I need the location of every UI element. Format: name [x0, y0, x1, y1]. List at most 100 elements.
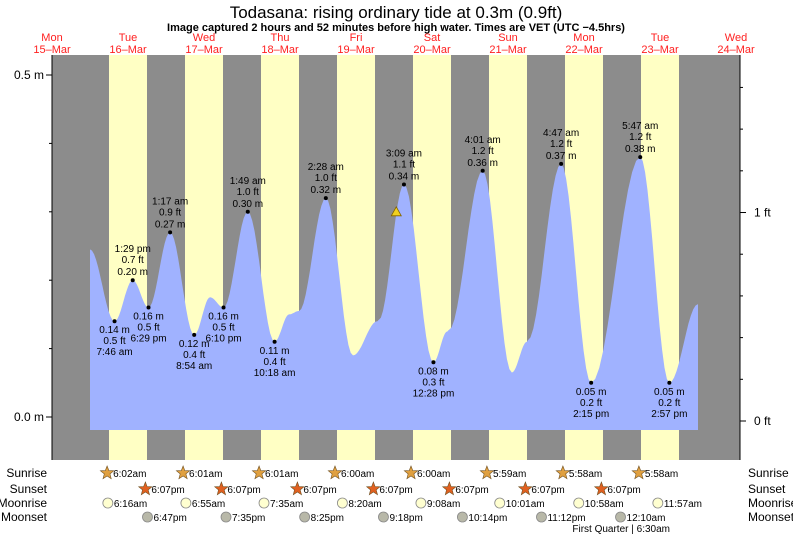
low-m-label: 0.05 m	[654, 387, 685, 398]
moonrise-time: 10:01am	[506, 499, 545, 510]
low-ft-label: 0.5 ft	[137, 323, 159, 334]
sunset-time: 6:07pm	[379, 485, 412, 496]
low-water-point	[272, 339, 277, 344]
low-water-point	[192, 332, 197, 337]
moonrise-icon	[415, 497, 427, 509]
low-time-label: 2:57 pm	[651, 409, 687, 420]
moonset-icon	[299, 511, 311, 523]
low-ft-label: 0.4 ft	[263, 357, 285, 368]
sunrise-icon	[175, 465, 191, 480]
low-m-label: 0.05 m	[576, 387, 607, 398]
high-ft-label: 0.9 ft	[159, 207, 181, 218]
day-label: Thu	[271, 32, 290, 44]
sunset-icon	[441, 481, 457, 496]
sunset-time: 6:07pm	[531, 485, 564, 496]
low-time-label: 10:18 am	[254, 368, 296, 379]
low-m-label: 0.14 m	[99, 325, 130, 336]
date-label: 15–Mar	[33, 44, 71, 56]
sunrise-time: 5:58am	[645, 469, 678, 480]
high-water-point	[401, 182, 406, 187]
chart-title: Todasana: rising ordinary tide at 0.3m (…	[230, 3, 563, 22]
sunset-icon	[213, 481, 229, 496]
high-ft-label: 1.2 ft	[472, 146, 494, 157]
sunset-icon	[593, 481, 609, 496]
sunrise-icon	[555, 465, 571, 480]
sunrise-time: 6:00am	[341, 469, 374, 480]
moonrise-row-label: Moonrise	[0, 496, 47, 510]
low-water-point	[112, 319, 117, 324]
moonrise-time: 6:16am	[114, 499, 147, 510]
low-m-label: 0.11 m	[260, 346, 290, 357]
moonset-time: 10:14pm	[468, 513, 507, 524]
moonrise-time: 10:58am	[585, 499, 624, 510]
date-label: 19–Mar	[337, 44, 375, 56]
day-label: Wed	[193, 32, 215, 44]
high-m-label: 0.20 m	[117, 267, 148, 278]
sunrise-time: 6:02am	[113, 469, 146, 480]
date-label: 24–Mar	[717, 44, 755, 56]
moonset-time: 7:35pm	[232, 513, 265, 524]
moonset-icon	[378, 511, 389, 523]
high-water-point	[638, 155, 643, 160]
day-label: Sun	[498, 32, 518, 44]
high-m-label: 0.27 m	[155, 219, 186, 230]
moonset-icon	[536, 511, 547, 523]
low-m-label: 0.16 m	[208, 312, 239, 323]
date-label: 23–Mar	[641, 44, 679, 56]
high-ft-label: 0.7 ft	[122, 255, 144, 266]
moonrise-icon	[102, 497, 114, 509]
sunrise-time: 6:01am	[265, 469, 298, 480]
high-m-label: 0.32 m	[311, 185, 342, 196]
date-label: 18–Mar	[261, 44, 299, 56]
high-ft-label: 1.2 ft	[629, 132, 651, 143]
low-ft-label: 0.3 ft	[422, 377, 444, 388]
high-ft-label: 1.1 ft	[393, 159, 415, 170]
high-ft-label: 1.0 ft	[315, 173, 337, 184]
sunset-icon	[289, 481, 305, 496]
current-tide-marker	[390, 205, 402, 217]
low-time-label: 6:29 pm	[130, 334, 166, 345]
low-ft-label: 0.2 ft	[580, 398, 602, 409]
sunrise-icon	[327, 465, 343, 480]
low-time-label: 2:15 pm	[573, 409, 609, 420]
moonset-icon	[457, 511, 468, 523]
sunset-row-label: Sunset	[10, 482, 48, 496]
sunrise-icon	[479, 465, 495, 480]
moonset-icon	[220, 511, 232, 523]
day-label: Mon	[41, 32, 62, 44]
high-ft-label: 1.0 ft	[237, 187, 259, 198]
high-water-point	[323, 196, 328, 201]
sunrise-icon	[631, 465, 647, 480]
low-ft-label: 0.5 ft	[103, 336, 125, 347]
sunrise-icon	[99, 465, 115, 480]
y-tick-label: 0.0 m	[14, 410, 44, 424]
sunset-row-label-right: Sunset	[748, 482, 786, 496]
sunrise-row-label: Sunrise	[6, 466, 47, 480]
low-time-label: 6:10 pm	[205, 334, 241, 345]
date-label: 20–Mar	[413, 44, 451, 56]
moonrise-icon	[494, 497, 506, 509]
high-water-point	[559, 161, 564, 166]
high-time-label: 2:28 am	[308, 162, 344, 173]
high-m-label: 0.34 m	[389, 171, 420, 182]
high-time-label: 3:09 am	[386, 148, 422, 159]
day-label: Wed	[725, 32, 747, 44]
high-time-label: 1:49 am	[230, 176, 266, 187]
date-label: 17–Mar	[185, 44, 223, 56]
sunrise-time: 6:00am	[417, 469, 450, 480]
y-right-tick-label: 0 ft	[754, 414, 771, 428]
high-m-label: 0.36 m	[467, 158, 498, 169]
day-label: Mon	[573, 32, 594, 44]
moonrise-time: 6:55am	[192, 499, 225, 510]
moonrise-icon	[336, 497, 348, 509]
y-tick-label: 0.5 m	[14, 68, 44, 82]
sunrise-time: 5:59am	[493, 469, 526, 480]
sunset-icon	[365, 481, 381, 496]
moon-phase-label: First Quarter | 6:30am	[572, 524, 670, 535]
low-ft-label: 0.2 ft	[658, 398, 680, 409]
moonrise-icon	[180, 497, 192, 509]
low-m-label: 0.12 m	[179, 339, 210, 350]
moonset-time: 6:47pm	[153, 513, 186, 524]
